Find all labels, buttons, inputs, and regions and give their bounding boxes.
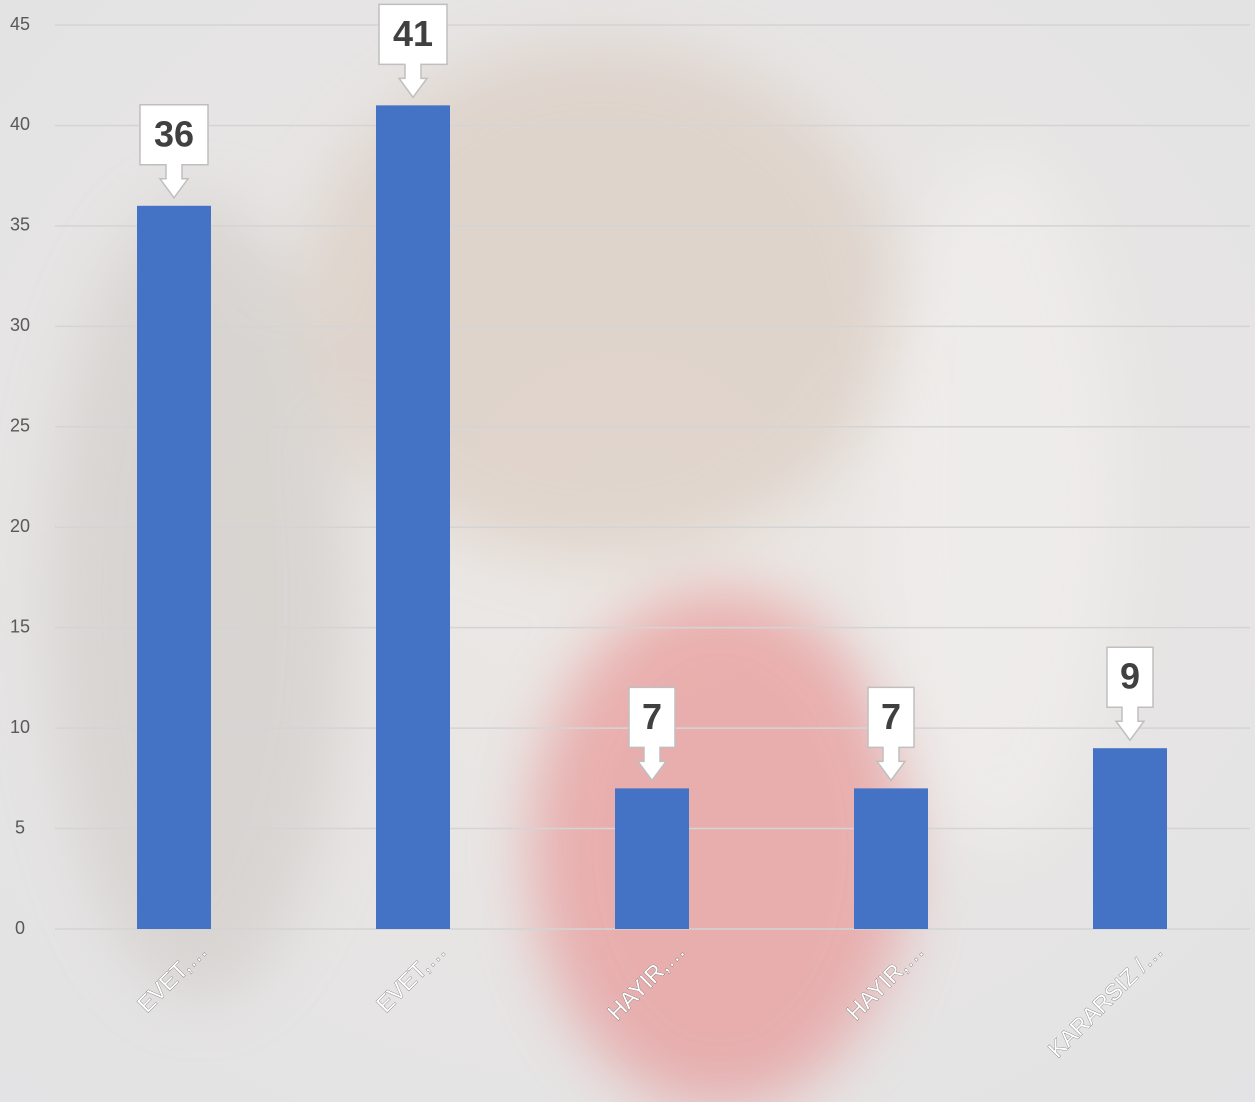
y-tick-label: 10 bbox=[10, 717, 30, 737]
y-tick-label: 15 bbox=[10, 616, 30, 636]
bar bbox=[615, 788, 689, 929]
data-label-box bbox=[378, 3, 448, 99]
y-tick-label: 45 bbox=[10, 14, 30, 34]
bar bbox=[1093, 748, 1167, 929]
y-tick-label: 30 bbox=[10, 315, 30, 335]
data-label-box bbox=[628, 686, 676, 782]
y-tick-label: 40 bbox=[10, 114, 30, 134]
y-tick-label: 25 bbox=[10, 416, 30, 436]
data-label: 7 bbox=[881, 696, 901, 737]
y-tick-label: 5 bbox=[15, 817, 25, 837]
data-label: 9 bbox=[1120, 656, 1140, 697]
data-label: 7 bbox=[642, 696, 662, 737]
bar bbox=[854, 788, 928, 929]
data-label: 41 bbox=[393, 13, 433, 54]
data-label: 36 bbox=[154, 113, 194, 154]
data-label-box bbox=[139, 104, 209, 200]
y-tick-label: 0 bbox=[15, 918, 25, 938]
data-label-box bbox=[1106, 646, 1154, 742]
y-tick-label: 35 bbox=[10, 215, 30, 235]
bar bbox=[137, 205, 211, 930]
data-label-box bbox=[867, 686, 915, 782]
bar bbox=[376, 105, 450, 930]
y-tick-label: 20 bbox=[10, 516, 30, 536]
